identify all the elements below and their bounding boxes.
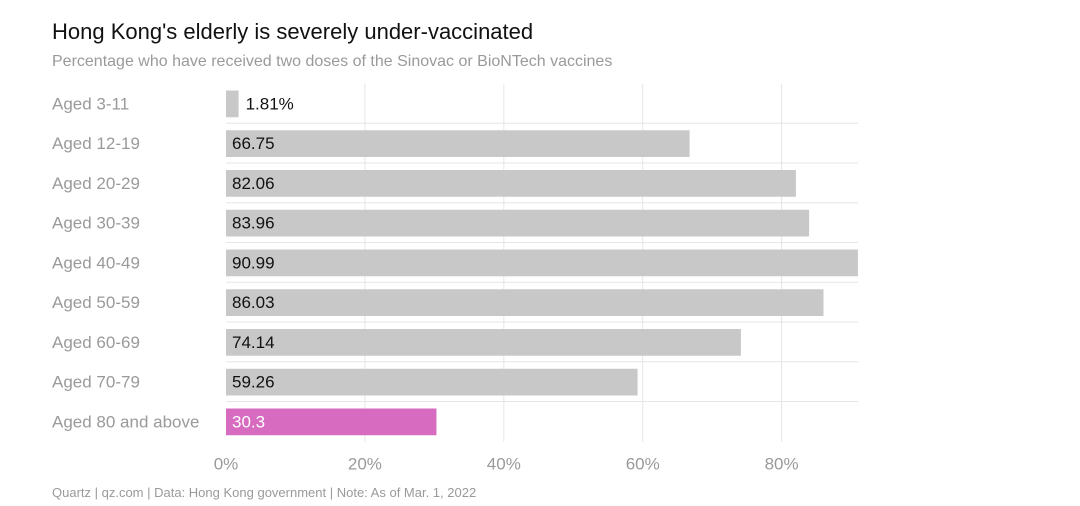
bar	[226, 130, 690, 157]
value-label: 74.14	[232, 333, 275, 352]
x-tick-label: 0%	[214, 455, 239, 474]
value-label: 90.99	[232, 253, 275, 272]
bar	[226, 249, 858, 277]
value-label: 82.06	[232, 174, 275, 193]
bar	[226, 170, 796, 197]
value-label: 1.81%	[246, 94, 294, 113]
bar-chart: Aged 3-11 1.81% Aged 12-19 66.75 Aged 20-29 8…	[52, 84, 858, 474]
chart-subtitle: Percentage who have received two doses o…	[52, 53, 613, 70]
bar	[226, 209, 810, 237]
bar	[226, 368, 638, 396]
value-label: 86.03	[232, 293, 275, 312]
x-tick-label: 40%	[487, 455, 521, 474]
bar	[226, 90, 239, 118]
category-label: Aged 80 and above	[52, 412, 199, 431]
bar	[226, 289, 824, 316]
value-label: 66.75	[232, 134, 275, 153]
value-label: 30.3	[232, 412, 265, 431]
category-label: Aged 20-29	[52, 174, 140, 193]
bar	[226, 329, 741, 356]
category-label: Aged 40-49	[52, 253, 140, 272]
chart-title: Hong Kong's elderly is severely under-va…	[52, 19, 534, 44]
value-label: 83.96	[232, 214, 275, 233]
category-label: Aged 70-79	[52, 373, 140, 392]
x-tick-label: 80%	[765, 455, 799, 474]
x-tick-label: 60%	[626, 455, 660, 474]
category-label: Aged 30-39	[52, 214, 140, 233]
x-tick-label: 20%	[348, 455, 382, 474]
category-label: Aged 60-69	[52, 333, 140, 352]
bar	[226, 408, 437, 436]
category-label: Aged 3-11	[52, 94, 129, 113]
chart-footer: Quartz | qz.com | Data: Hong Kong govern…	[52, 485, 477, 500]
category-label: Aged 50-59	[52, 293, 140, 312]
category-label: Aged 12-19	[52, 134, 140, 153]
value-label: 59.26	[232, 373, 275, 392]
